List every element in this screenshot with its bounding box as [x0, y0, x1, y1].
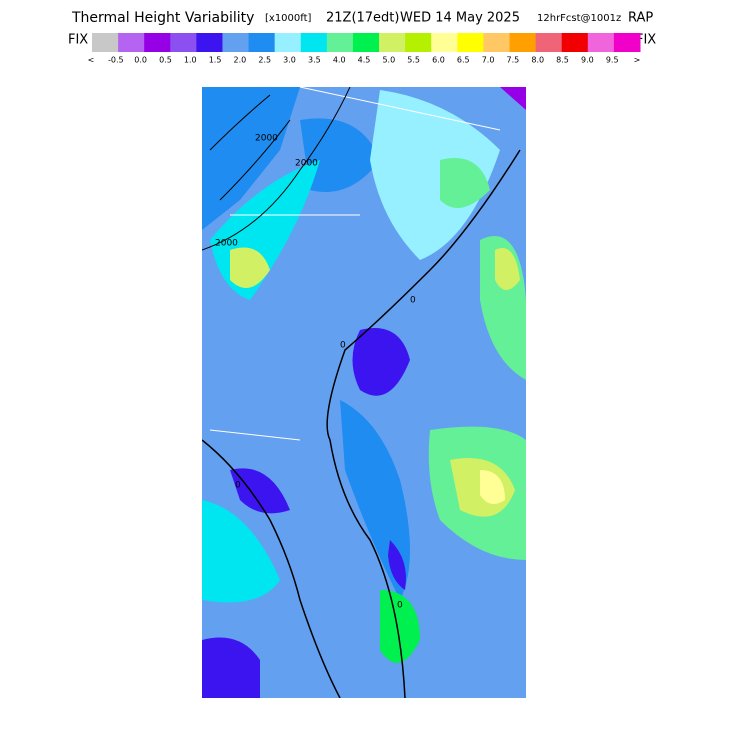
contour-label: 0: [340, 341, 346, 351]
map-field: [202, 500, 280, 603]
contour-line: [326, 149, 521, 698]
colorbar-label: 7.5: [507, 56, 520, 65]
colorbar-swatch: [561, 33, 589, 52]
map-field: [495, 248, 520, 290]
colorbar-swatch: [483, 33, 511, 52]
colorbar-swatch: [92, 33, 119, 52]
map-field: [380, 590, 420, 663]
forecast: 12hrFcst@1001z: [537, 13, 621, 24]
colorbar-label: 5.5: [407, 56, 420, 65]
colorbar-label: 3.0: [283, 56, 296, 65]
colorbar-label: -0.5: [108, 56, 124, 65]
map-field: [202, 637, 260, 698]
contour-line: [202, 439, 341, 698]
colorbar-swatch: [457, 33, 484, 52]
colorbar-label: <: [88, 56, 95, 65]
colorbar-label: 2.0: [234, 56, 247, 65]
colorbar-label: 4.0: [333, 56, 346, 65]
colorbar-label: 1.0: [184, 56, 197, 65]
colorbar-label: 7.0: [482, 56, 495, 65]
colorbar-label: 9.0: [581, 56, 594, 65]
colorbar-label: 5.0: [382, 56, 395, 65]
colorbar-labels: < -0.5 0.0 0.5 1.0 1.5 2.0 2.5 3.0 3.5 4.0 4.5 5.0 5.…: [88, 56, 641, 65]
colorbar-swatch: [326, 33, 354, 52]
contour-label: 0: [235, 481, 241, 491]
colorbar-swatch: [144, 33, 171, 52]
colorbar-label: 6.0: [432, 56, 445, 65]
units: [x1000ft]: [265, 13, 312, 24]
colorbar-label: 9.5: [606, 56, 619, 65]
model: RAP: [628, 11, 653, 26]
colorbar-swatch: [196, 33, 223, 52]
colorbar-swatch: [300, 33, 328, 52]
map-field: [300, 118, 380, 192]
colorbar-label: 2.5: [258, 56, 271, 65]
colorbar-label: 6.5: [457, 56, 470, 65]
date: WED 14 May 2025: [400, 11, 520, 26]
state-border: [209, 87, 501, 441]
colorbar-swatch: [352, 33, 380, 52]
colorbar-left-label: FIX: [68, 33, 88, 48]
colorbar-swatch: [170, 33, 197, 52]
colorbar-label: 3.5: [308, 56, 321, 65]
colorbar-swatch: [405, 33, 432, 52]
map-field: [370, 90, 500, 260]
colorbar-swatch: [379, 33, 406, 52]
title: Thermal Height Variability: [71, 10, 254, 26]
map-field: [440, 158, 490, 208]
colorbar-swatch: [535, 33, 563, 52]
colorbar-swatch: [509, 33, 537, 52]
contour-label: 0: [397, 601, 403, 611]
colorbar-label: 1.5: [209, 56, 222, 65]
colorbar-label: 0.0: [134, 56, 147, 65]
colorbar-swatch: [431, 33, 458, 52]
contour-label: 2000: [215, 239, 238, 249]
contour-label: 0: [410, 296, 416, 306]
map-field: [480, 470, 505, 504]
colorbar-swatch: [587, 33, 615, 52]
valid-time: 21Z(17edt): [326, 11, 399, 26]
colorbar-swatch: [222, 33, 250, 52]
colorbar-swatch: [274, 33, 302, 52]
colorbar-label: 4.5: [358, 56, 371, 65]
colorbar-right-label: FIX: [636, 33, 656, 48]
contour-line: [202, 87, 351, 251]
contour-label: 2000: [255, 134, 278, 144]
colorbar-label: 8.5: [556, 56, 569, 65]
map-field: [500, 87, 526, 110]
map-field: [388, 540, 406, 590]
map: 2000 2000 2000 0 0 0 0: [202, 87, 526, 698]
map-field: [352, 328, 410, 396]
colorbar-swatch: [613, 33, 641, 52]
map-field: [202, 87, 300, 230]
colorbar-label: >: [634, 56, 641, 65]
contour-label: 2000: [295, 159, 318, 169]
map-field: [230, 468, 290, 514]
map-field: [230, 247, 270, 288]
colorbar-label: 0.5: [159, 56, 172, 65]
colorbar-swatch: [118, 33, 145, 52]
colorbar: [92, 33, 641, 52]
colorbar-label: 8.0: [531, 56, 544, 65]
colorbar-swatch: [248, 33, 276, 52]
